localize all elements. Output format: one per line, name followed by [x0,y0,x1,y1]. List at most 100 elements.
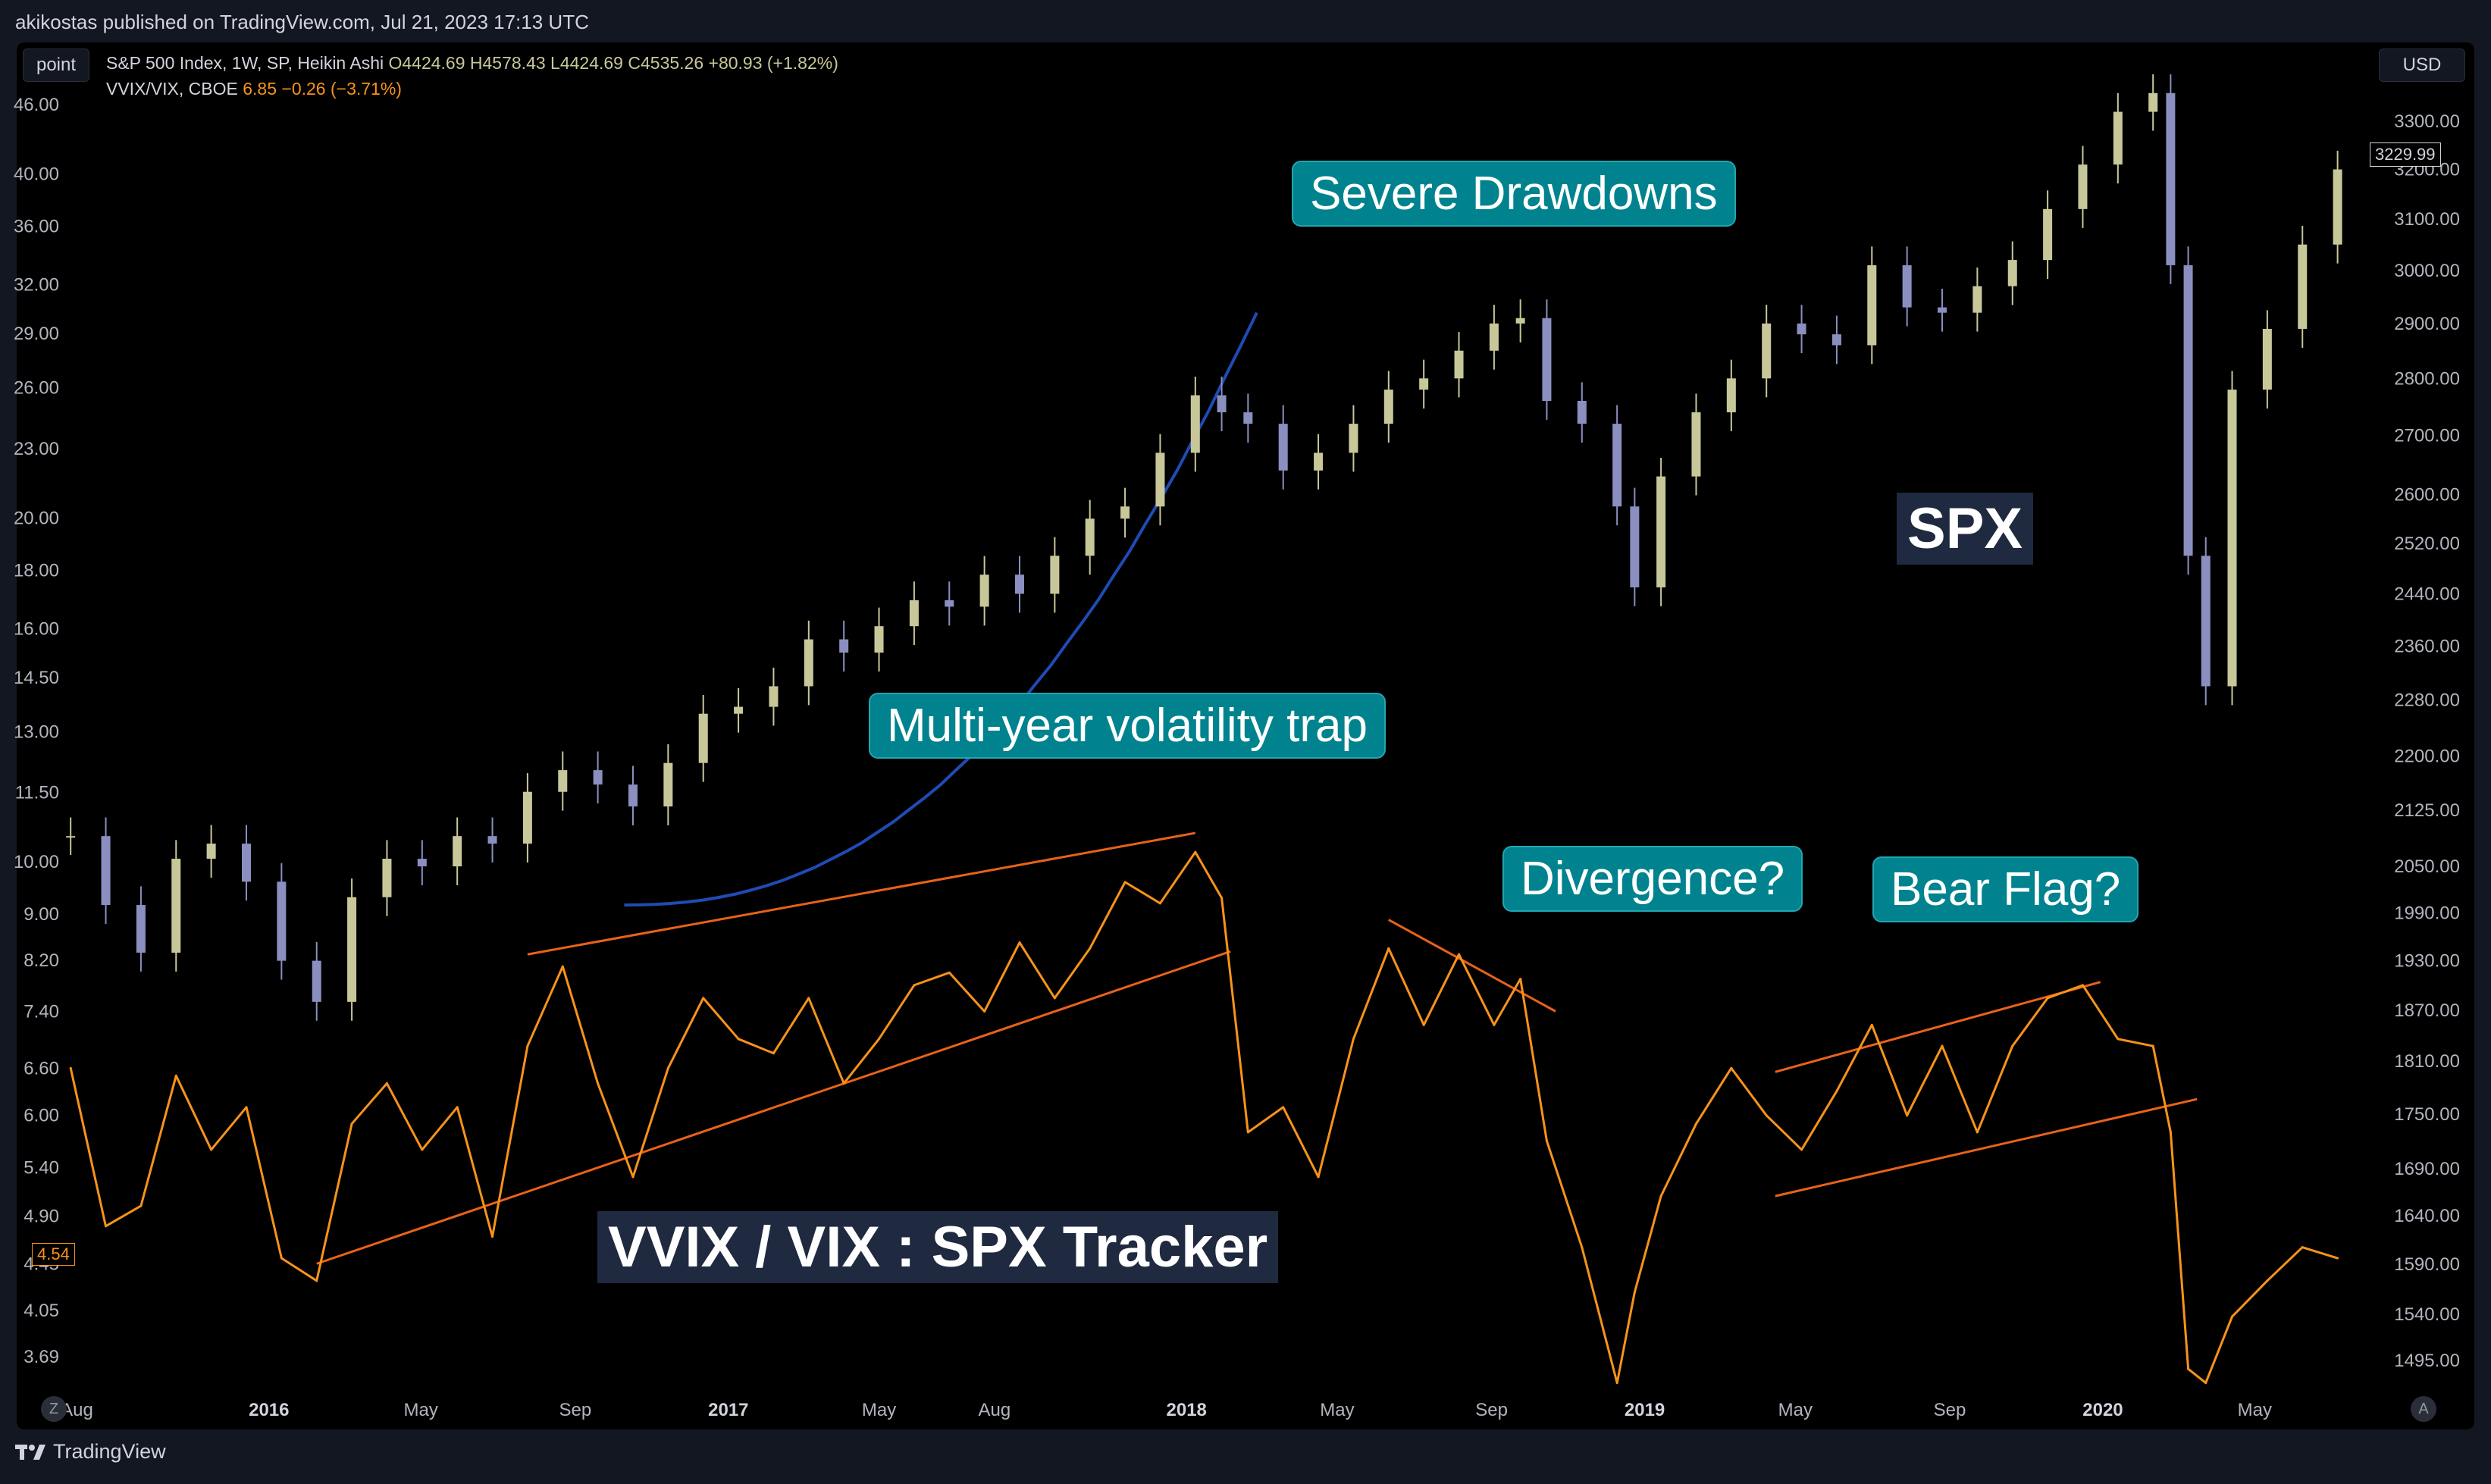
left-axis-tick: 4.05 [24,1301,59,1321]
candle-body [2148,92,2158,112]
vvix-point [1458,953,1461,956]
left-axis-tick: 16.00 [14,618,59,639]
vvix-point [2046,997,2049,1000]
candle-body [1383,390,1393,424]
vvix-point [1158,902,1161,905]
vvix-point [1220,897,1224,900]
vvix-point [2117,1038,2120,1041]
x-axis-tick: Sep [1475,1400,1508,1420]
left-axis: 46.00 40.00 36.00 32.00 29.00 26.00 23.00 20.00… [14,95,59,1367]
candle-body [2007,260,2017,286]
x-axis-tick: Aug [979,1400,1011,1420]
candle-body [698,713,708,763]
tracker-label: VVIX / VIX : SPX Tracker [597,1211,1279,1283]
tradingview-logo[interactable]: TradingView [15,1440,166,1464]
candle-body [453,836,462,867]
flag-upper-line [1775,981,2101,1073]
right-axis-tick: 1810.00 [2394,1051,2460,1072]
vvix-point [666,1066,669,1069]
candle-body [2166,92,2176,265]
vvix-point [772,1052,775,1055]
vvix-point [1089,947,1092,950]
candle-body [663,762,673,807]
right-axis-tick: 1870.00 [2394,1000,2460,1021]
x-axis-tick: Sep [1934,1400,1966,1420]
left-axis-tick: 10.00 [14,852,59,872]
candle-body [1419,378,1429,390]
vvix-point [702,997,705,1000]
candle-body [1314,452,1324,471]
vvix-point [597,1082,600,1085]
vvix-point [2266,1279,2269,1282]
candle-body [2201,556,2211,687]
vvix-point [1194,850,1197,853]
candle-body [66,836,76,838]
x-axis: Aug 2016 May Sep 2017 May Aug 2018 May Sep 2019 May… [61,1400,2272,1420]
candle-body [382,859,392,897]
vvix-point [245,1106,248,1109]
candle-body [1831,334,1841,346]
left-axis-tick: 26.00 [14,378,59,399]
vvix-point [1422,1023,1425,1026]
candle-body [347,897,357,1002]
vvix-point [1615,1382,1618,1385]
x-axis-tick: Sep [559,1400,591,1420]
zoom-button[interactable]: Z [41,1396,67,1422]
candle-body [1155,452,1165,507]
vvix-point [983,1010,986,1013]
right-axis-tick: 1640.00 [2394,1206,2460,1226]
spx-change: +80.93 (+1.82%) [708,53,838,73]
vvix-point [1659,1194,1662,1198]
vvix-point [315,1279,318,1282]
left-axis-tick: 7.40 [24,1001,59,1022]
currency-button[interactable]: USD [2379,49,2465,82]
left-axis-tick: 29.00 [14,324,59,344]
candle-body [1972,286,1982,313]
x-axis-tick: May [1320,1400,1354,1420]
candle-body [1085,518,1095,556]
candle-body [1515,318,1525,324]
vvix-point [174,1074,177,1077]
right-axis-tick: 2050.00 [2394,856,2460,877]
tradingview-icon [15,1444,45,1460]
vvix-last-value-tag: 4.54 [32,1243,75,1266]
vvix-point [421,1148,424,1151]
auto-scale-button[interactable]: A [2411,1396,2436,1422]
spx-series-name: S&P 500 Index, 1W, SP, Heikin Ashi [106,53,384,73]
candle-body [1691,412,1701,477]
vvix-point [280,1257,283,1260]
point-button[interactable]: point [23,49,89,82]
right-axis-tick: 1930.00 [2394,951,2460,972]
candle-body [1190,395,1200,453]
candle-body [1243,412,1253,424]
left-axis-tick: 5.40 [24,1158,59,1179]
candle-body [979,575,989,607]
vvix-line [69,850,2339,1385]
candle-body [558,770,568,792]
left-axis-tick: 11.50 [15,783,59,803]
vvix-point [2336,1257,2339,1260]
candle-body [417,859,427,867]
vvix-point [1906,1114,1909,1117]
right-axis-tick: 2440.00 [2394,584,2460,604]
candle-body [1630,506,1640,588]
x-axis-tick: 2018 [1167,1400,1207,1420]
candle-body [1278,424,1288,471]
candle-body [2298,244,2308,329]
right-axis: 3300.003200.003100.003000.002900.002800.… [2394,111,2460,1371]
left-axis-tick: 20.00 [14,508,59,528]
vvix-point [2231,1315,2234,1318]
candle-body [1050,556,1060,594]
x-axis-tick: May [403,1400,437,1420]
x-axis-tick: May [2238,1400,2272,1420]
candle-body [2227,390,2237,687]
candle-body [1902,265,1912,308]
vvix-point [1352,1038,1355,1041]
spx-label: SPX [1897,493,2034,565]
vvix-point [1246,1131,1249,1134]
vvix-point [1493,1023,1496,1026]
candle-body [136,905,146,953]
severe-drawdowns-callout: Severe Drawdowns [1292,161,1736,227]
vvix-point [1633,1291,1636,1294]
